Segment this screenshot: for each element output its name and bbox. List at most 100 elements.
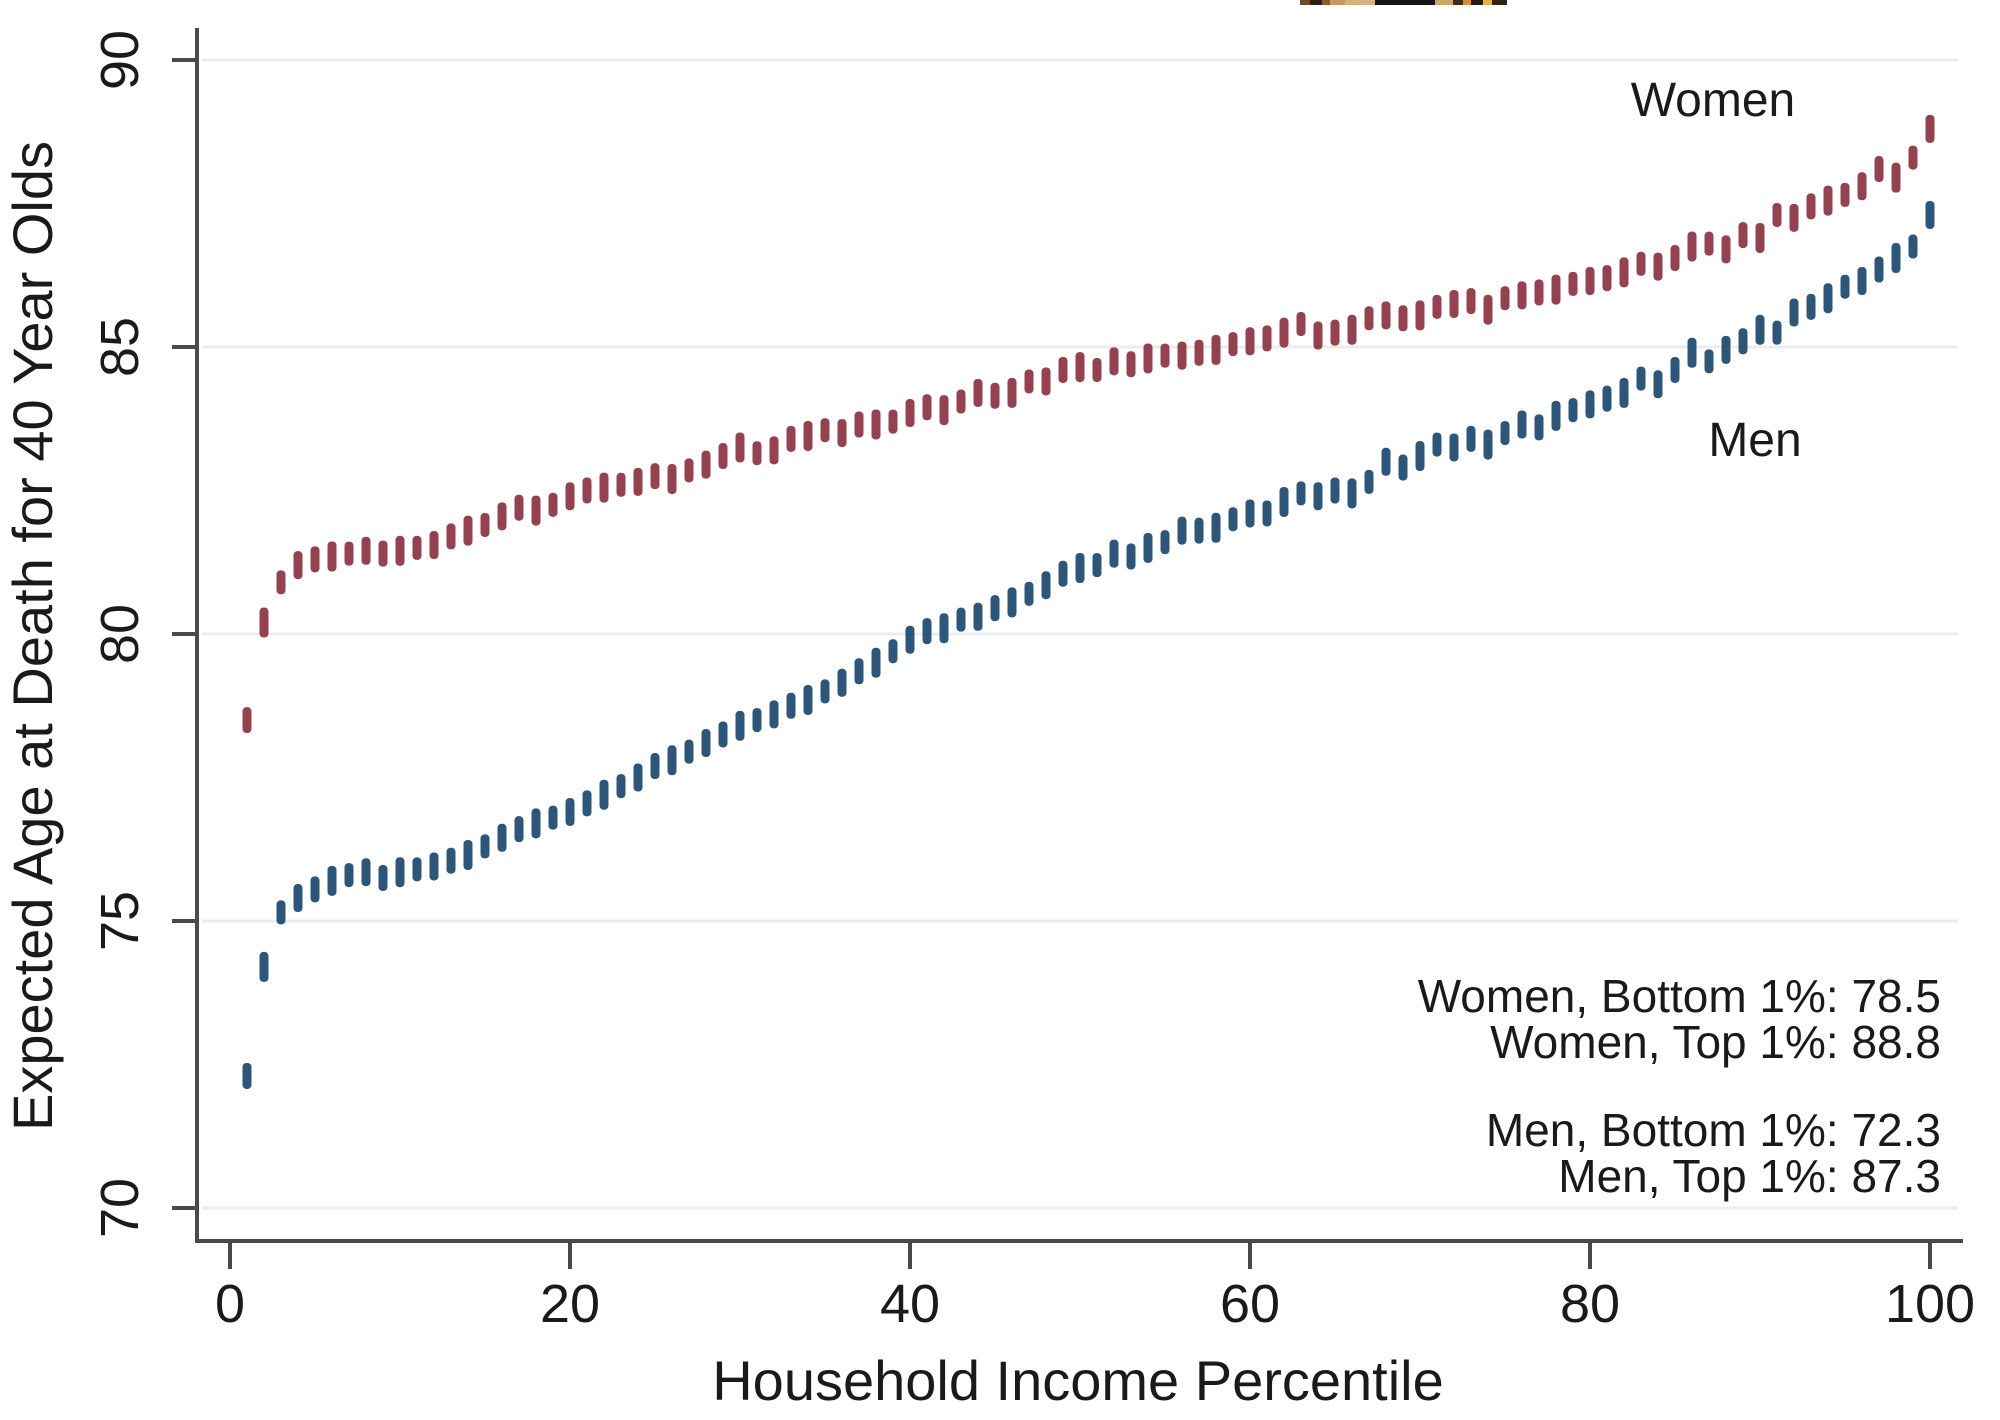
points-women-marker xyxy=(1500,286,1510,311)
fragment-block xyxy=(1322,0,1330,5)
points-women-marker xyxy=(1585,266,1595,295)
points-women-marker xyxy=(1109,347,1119,376)
points-women-marker xyxy=(310,546,320,573)
top-edge-image-fragment xyxy=(1300,0,1507,5)
points-women-marker xyxy=(1687,231,1697,262)
points-women-marker xyxy=(259,607,269,638)
points-men-marker xyxy=(1398,454,1408,481)
points-men-marker xyxy=(344,863,354,888)
points-women-marker xyxy=(1874,156,1884,183)
points-women-marker xyxy=(599,472,609,503)
fragment-block xyxy=(1330,0,1345,5)
points-men-marker xyxy=(735,710,745,741)
points-women-marker xyxy=(1177,341,1187,370)
points-women-marker xyxy=(1313,321,1323,350)
x-tick-label-20: 20 xyxy=(540,1274,600,1334)
points-women-marker xyxy=(769,436,779,465)
points-women-marker xyxy=(1381,301,1391,330)
points-men-marker xyxy=(939,613,949,644)
points-women-marker xyxy=(1347,314,1357,345)
points-women-marker xyxy=(1364,306,1374,331)
points-women-marker xyxy=(446,523,456,550)
points-women-marker xyxy=(1432,294,1442,319)
points-men-marker xyxy=(1483,429,1493,460)
points-men-marker xyxy=(378,864,388,891)
points-men-marker xyxy=(327,865,337,896)
points-men-marker xyxy=(1585,390,1595,419)
fragment-block xyxy=(1375,0,1435,5)
points-men-marker xyxy=(616,774,626,799)
points-men-marker xyxy=(1126,543,1136,570)
points-women-marker xyxy=(1551,274,1561,305)
points-men-marker xyxy=(1721,335,1731,364)
fragment-block xyxy=(1300,0,1310,5)
points-men-marker xyxy=(973,602,983,631)
points-women-marker xyxy=(327,541,337,572)
points-women-marker xyxy=(735,432,745,463)
points-men-marker xyxy=(803,685,813,716)
points-women-marker xyxy=(1075,352,1085,383)
points-women-marker xyxy=(820,418,830,443)
points-women-marker xyxy=(1721,235,1731,264)
points-women-marker xyxy=(1534,279,1544,306)
gridlines xyxy=(202,58,1958,1210)
points-women-marker xyxy=(616,472,626,497)
points-men-marker xyxy=(1211,512,1221,543)
points-men-marker xyxy=(1687,337,1697,368)
x-axis-title: Household Income Percentile xyxy=(712,1349,1444,1412)
points-women-marker xyxy=(990,382,1000,409)
points-women-marker xyxy=(1653,252,1663,281)
points-men-marker xyxy=(1194,517,1204,544)
points-men-marker xyxy=(548,805,558,830)
points-women-marker xyxy=(667,464,677,495)
points-men-marker xyxy=(1517,410,1527,439)
series-label-men: Men xyxy=(1708,414,1801,467)
points-women-marker xyxy=(582,477,592,504)
points-women-marker xyxy=(1636,251,1646,276)
points-men-marker xyxy=(1228,507,1238,532)
points-men-marker xyxy=(361,858,371,887)
points-women-marker xyxy=(1262,325,1272,352)
points-women-marker xyxy=(871,409,881,440)
points-women-marker xyxy=(497,502,507,531)
points-men-marker xyxy=(718,721,728,748)
points-women-marker xyxy=(701,450,711,479)
points-men-marker xyxy=(1806,293,1816,320)
points-men-marker xyxy=(1024,581,1034,606)
points-women-marker xyxy=(905,399,915,428)
points-men-marker xyxy=(514,816,524,843)
points-men-marker xyxy=(820,679,830,704)
points-women-marker xyxy=(1398,305,1408,332)
annotation-men-top: Men, Top 1%: 87.3 xyxy=(1558,1150,1941,1202)
points-men-marker xyxy=(1772,320,1782,345)
points-men-marker xyxy=(1568,398,1578,423)
points-women-marker xyxy=(1670,245,1680,272)
points-men-marker xyxy=(1738,328,1748,355)
points-women-marker xyxy=(956,389,966,414)
points-women-marker xyxy=(1245,327,1255,356)
y-axis-title: Expected Age at Death for 40 Year Olds xyxy=(1,141,64,1131)
points-men-marker xyxy=(1279,486,1289,517)
women-data-points xyxy=(242,114,1935,734)
y-tick-label-85: 85 xyxy=(90,317,150,377)
points-men-marker xyxy=(1891,243,1901,274)
points-men-marker xyxy=(1245,499,1255,528)
points-women-marker xyxy=(429,531,439,560)
points-men-marker xyxy=(1636,366,1646,391)
points-men-marker xyxy=(701,729,711,758)
points-women-marker xyxy=(514,494,524,521)
annotation-women-bottom: Women, Bottom 1%: 78.5 xyxy=(1418,970,1941,1022)
points-men-marker xyxy=(259,951,269,982)
points-women-marker xyxy=(888,409,898,434)
points-women-marker xyxy=(1908,145,1918,170)
points-men-marker xyxy=(531,808,541,839)
points-men-marker xyxy=(1755,314,1765,345)
points-women-marker xyxy=(973,378,983,407)
points-men-marker xyxy=(412,857,422,882)
points-men-marker xyxy=(1007,587,1017,618)
points-men-marker xyxy=(633,763,643,792)
y-axis-tick-labels: 70 75 80 85 90 xyxy=(90,30,150,1238)
points-women-marker xyxy=(1041,367,1051,396)
points-women-marker xyxy=(395,535,405,566)
